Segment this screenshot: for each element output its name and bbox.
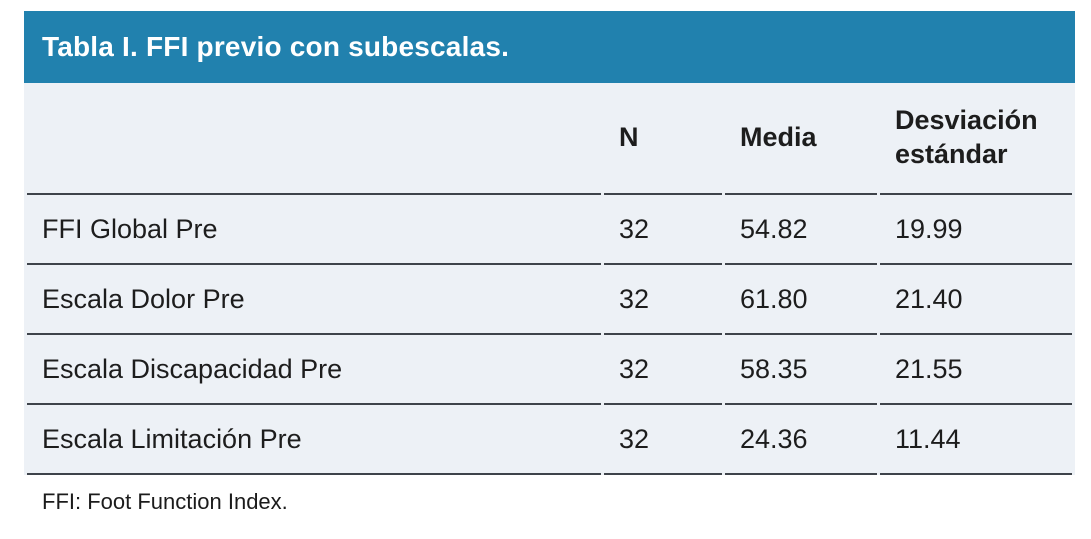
- table-row: FFI Global Pre 32 54.82 19.99: [27, 195, 1072, 265]
- row-label: Escala Discapacidad Pre: [27, 335, 601, 405]
- cell-sd: 21.40: [880, 265, 1072, 335]
- table-title-bar: Tabla I. FFI previo con subescalas.: [24, 11, 1075, 83]
- cell-sd: 11.44: [880, 405, 1072, 475]
- header-row: N Media Desviación estándar: [27, 83, 1072, 195]
- cell-media: 24.36: [725, 405, 877, 475]
- table-footnote: FFI: Foot Function Index.: [42, 489, 288, 514]
- table-body: FFI Global Pre 32 54.82 19.99 Escala Dol…: [27, 195, 1072, 475]
- row-label: Escala Limitación Pre: [27, 405, 601, 475]
- cell-n: 32: [604, 265, 722, 335]
- header-cell-media: Media: [725, 83, 877, 195]
- row-label: Escala Dolor Pre: [27, 265, 601, 335]
- cell-sd: 21.55: [880, 335, 1072, 405]
- cell-sd: 19.99: [880, 195, 1072, 265]
- cell-n: 32: [604, 405, 722, 475]
- table-row: Escala Limitación Pre 32 24.36 11.44: [27, 405, 1072, 475]
- table-header: N Media Desviación estándar: [27, 83, 1072, 195]
- table-row: Escala Discapacidad Pre 32 58.35 21.55: [27, 335, 1072, 405]
- header-cell-label: [27, 83, 601, 195]
- table-row: Escala Dolor Pre 32 61.80 21.40: [27, 265, 1072, 335]
- header-cell-n: N: [604, 83, 722, 195]
- cell-media: 61.80: [725, 265, 877, 335]
- stats-table: N Media Desviación estándar FFI Global P…: [24, 83, 1075, 475]
- table-title: Tabla I. FFI previo con subescalas.: [42, 31, 510, 62]
- cell-media: 58.35: [725, 335, 877, 405]
- table-container: Tabla I. FFI previo con subescalas. N Me…: [24, 11, 1075, 475]
- header-cell-sd: Desviación estándar: [880, 83, 1072, 195]
- cell-media: 54.82: [725, 195, 877, 265]
- cell-n: 32: [604, 335, 722, 405]
- row-label: FFI Global Pre: [27, 195, 601, 265]
- cell-n: 32: [604, 195, 722, 265]
